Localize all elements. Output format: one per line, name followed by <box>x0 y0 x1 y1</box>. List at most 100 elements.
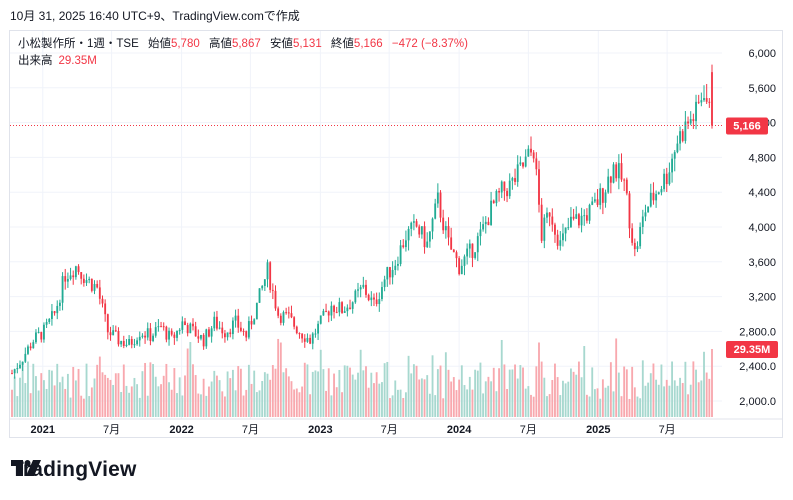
candle-body <box>295 326 298 334</box>
candlestick-chart[interactable]: 2,000.0 2,400.0 2,800.0 3,200 3,600 4,000 4,40… <box>10 31 783 438</box>
candle-body <box>226 332 229 338</box>
volume-bar <box>338 369 341 417</box>
volume-bar <box>165 363 168 417</box>
volume-bar <box>516 378 519 417</box>
volume-bar <box>373 383 375 417</box>
candle-body <box>596 199 599 205</box>
candle-body <box>527 148 530 157</box>
volume-bar <box>548 394 551 417</box>
candle-body <box>434 203 437 219</box>
volume-bar <box>540 361 543 417</box>
candle-body <box>58 302 61 306</box>
candle-body <box>354 290 357 303</box>
candle-body <box>255 302 258 320</box>
volume-bar <box>128 392 131 417</box>
volume-bar <box>386 361 389 417</box>
candle-body <box>194 326 197 337</box>
symbol-label[interactable]: 小松製作所・1週・TSE <box>18 38 139 50</box>
candle-body <box>136 340 139 345</box>
volume-bar <box>487 376 490 417</box>
volume-bar <box>101 372 104 417</box>
candle-body <box>530 148 532 153</box>
volume-bar <box>19 377 21 417</box>
volume-bar <box>176 393 178 417</box>
candle-body <box>349 307 351 309</box>
low-value: 5,131 <box>292 38 322 50</box>
candle-body <box>96 283 99 288</box>
candle-body <box>122 340 125 347</box>
candle-body <box>577 214 580 226</box>
candle-body <box>341 302 343 313</box>
candle-body <box>168 330 170 340</box>
candle-body <box>16 368 19 370</box>
candle-body <box>679 131 681 144</box>
last-volume-tag <box>726 341 778 358</box>
candle-body <box>383 279 386 288</box>
candle-body <box>277 308 280 316</box>
candle-body <box>609 176 612 183</box>
candle-body <box>426 241 429 248</box>
volume-bar <box>184 375 186 417</box>
volume-bar <box>436 369 439 417</box>
candle-body <box>186 325 189 334</box>
volume-bar <box>607 385 610 417</box>
volume-bar <box>130 386 133 417</box>
y-axis-tick-label: 5,600 <box>748 83 776 95</box>
volume-bar <box>255 392 258 417</box>
volume-bar <box>279 342 282 417</box>
candle-body <box>213 316 216 329</box>
candle-body <box>418 226 421 235</box>
volume-bar <box>500 339 503 417</box>
candle-body <box>601 188 604 203</box>
tradingview-logo[interactable]: TradingView <box>11 458 137 482</box>
candle-body <box>322 310 325 316</box>
volume-bar <box>514 364 516 417</box>
candle-body <box>439 192 442 218</box>
candle-body <box>412 221 415 223</box>
candle-body <box>298 333 301 335</box>
candle-body <box>130 338 133 345</box>
candle-body <box>559 240 562 246</box>
candle-body <box>120 340 123 345</box>
volume-bar <box>673 380 676 417</box>
candle-body <box>200 334 202 339</box>
volume-bar <box>117 373 120 417</box>
candle-body <box>570 216 572 228</box>
volume-bar <box>447 369 450 417</box>
candle-body <box>450 237 453 250</box>
volume-bar <box>681 383 684 417</box>
volume-bar <box>245 389 248 417</box>
volume-bar <box>652 363 655 417</box>
volume-bar <box>160 384 162 417</box>
candle-body <box>524 156 527 167</box>
candle-body <box>303 338 306 342</box>
candle-body <box>306 337 309 342</box>
candle-body <box>64 276 67 282</box>
volume-bar <box>609 362 612 417</box>
candle-body <box>588 204 591 221</box>
volume-bar <box>88 396 91 417</box>
volume-bar <box>343 365 346 417</box>
candle-body <box>138 336 141 341</box>
volume-bar <box>295 388 298 417</box>
candle-body <box>428 231 431 242</box>
volume-bar <box>162 375 165 417</box>
volume-bar <box>604 387 607 417</box>
y-axis-tick-label: 2,800.0 <box>739 326 776 338</box>
candle-body <box>149 328 152 342</box>
volume-bar <box>293 389 296 417</box>
volume-bar <box>575 374 578 417</box>
volume-bar <box>29 393 32 417</box>
candle-body <box>604 192 607 203</box>
volume-bar <box>170 389 173 417</box>
candle-body <box>479 229 482 237</box>
candle-body <box>700 100 703 103</box>
candle-body <box>77 266 80 273</box>
volume-bar <box>189 342 192 417</box>
candle-body <box>397 263 399 266</box>
volume-bar <box>237 366 240 417</box>
volume-bar <box>231 369 234 417</box>
candle-body <box>223 333 226 338</box>
last-price-tag-label: 5,166 <box>733 121 761 133</box>
chart-panel[interactable]: 2,000.0 2,400.0 2,800.0 3,200 3,600 4,000 4,40… <box>9 30 783 438</box>
